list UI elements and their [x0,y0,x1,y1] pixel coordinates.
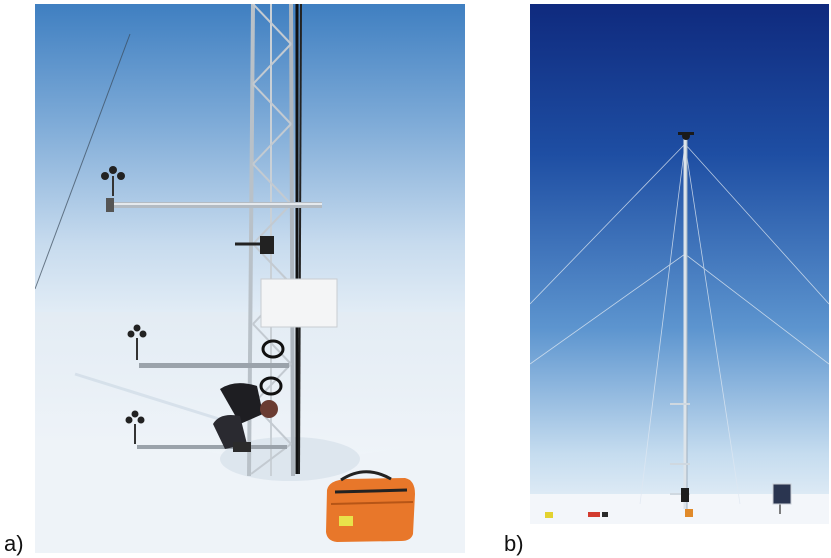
panel-label-a: a) [4,531,24,556]
photo-panel-a [35,4,465,553]
guy-wire [35,33,131,290]
solar-panel-station [772,483,792,514]
middle-sensor-boom [127,324,289,368]
orange-equipment-bag [326,470,415,542]
snow-shadow-line [74,372,236,426]
tall-lattice-mast [670,132,694,509]
panel-label-b: b) [504,531,524,556]
cable-coils [259,339,285,396]
upper-sensor-boom [101,166,322,254]
mast-closeup-photo [35,4,465,553]
full-mast-photo [530,4,829,524]
guy-wires [530,143,829,505]
person-working [213,383,278,452]
logger-enclosure [260,278,338,328]
lower-sensor-boom [125,410,287,449]
photo-panel-b [530,4,829,524]
equipment-on-snow [545,509,693,518]
sky [530,4,829,504]
